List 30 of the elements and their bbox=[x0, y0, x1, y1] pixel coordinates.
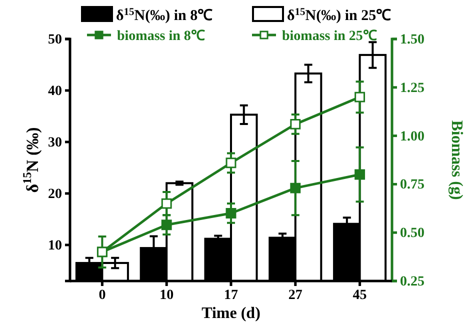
point bbox=[161, 220, 172, 230]
legend-label: biomass in 8℃ bbox=[117, 29, 205, 44]
point bbox=[354, 92, 366, 102]
y-tick-label: 10 bbox=[48, 238, 62, 254]
y2-tick-label: 1.50 bbox=[400, 32, 424, 48]
point bbox=[354, 169, 366, 180]
y-tick-label: 40 bbox=[48, 84, 62, 99]
y2-tick-label: 0.75 bbox=[400, 178, 424, 193]
y-tick-label: 50 bbox=[48, 32, 62, 48]
y2-axis-title: Biomass (g) bbox=[448, 120, 465, 200]
y2-tick-label: 1.00 bbox=[400, 129, 424, 144]
y-tick-label: 30 bbox=[48, 135, 62, 150]
point bbox=[290, 182, 301, 194]
y2-tick-label: 0.50 bbox=[400, 226, 424, 242]
legend-label: biomass in 25℃ bbox=[282, 29, 377, 44]
point bbox=[161, 198, 172, 209]
x-tick-label: 10 bbox=[160, 288, 174, 303]
x-tick-label: 27 bbox=[288, 288, 302, 303]
x-tick-label: 45 bbox=[352, 288, 367, 303]
y2-tick-label: 0.25 bbox=[400, 274, 424, 290]
y2-tick-label: 1.25 bbox=[400, 80, 424, 96]
x-axis-title: Time (d) bbox=[202, 305, 260, 322]
legend-label: δ$^{15}$N(‰) in 25℃ bbox=[287, 6, 392, 24]
point bbox=[290, 118, 301, 130]
legend-label: δ$^{15}$N(‰) in 8℃ bbox=[116, 6, 213, 24]
point bbox=[226, 158, 236, 168]
y-tick-label: 20 bbox=[48, 186, 62, 202]
point bbox=[226, 208, 236, 218]
x-tick-label: 0 bbox=[98, 288, 106, 303]
x-tick-label: 17 bbox=[224, 288, 238, 303]
